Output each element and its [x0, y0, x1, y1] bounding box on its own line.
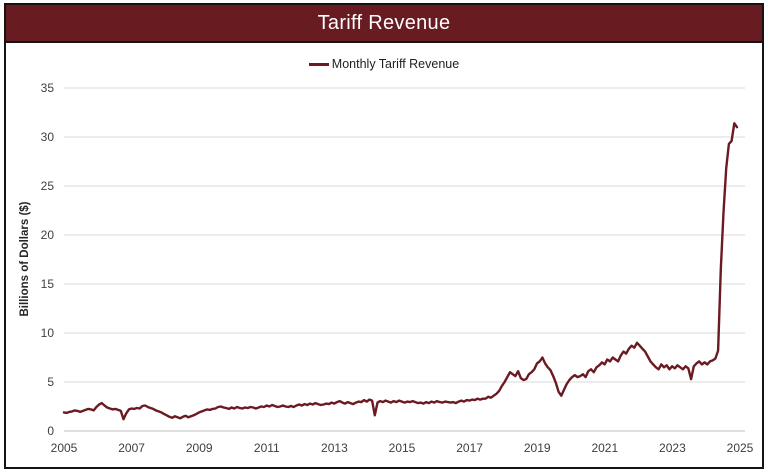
chart-frame: Tariff Revenue: [4, 3, 764, 469]
legend-label: Monthly Tariff Revenue: [331, 57, 460, 71]
page-title: Tariff Revenue: [317, 11, 451, 34]
legend: Monthly Tariff Revenue: [0, 56, 768, 72]
header-bar: Tariff Revenue: [6, 5, 762, 43]
legend-line-icon: [308, 62, 329, 66]
y-axis-title: Billions of Dollars ($): [19, 201, 31, 317]
